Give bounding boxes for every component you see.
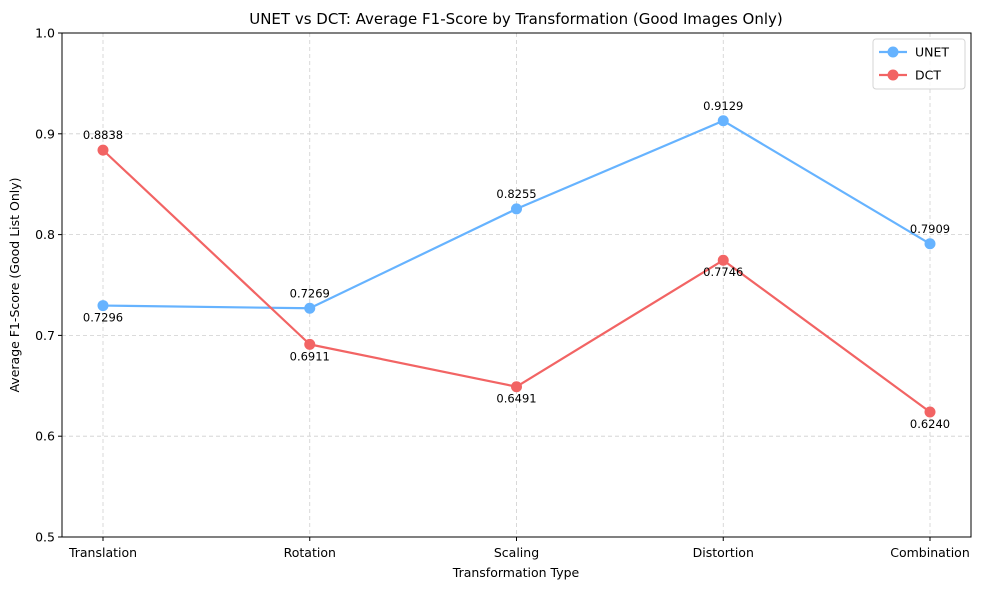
legend-marker-dct [887,69,899,81]
unet-point [717,115,729,127]
y-tick-label: 0.5 [35,530,55,545]
x-axis-label: Transformation Type [452,565,580,580]
y-tick-label: 1.0 [35,26,55,41]
unet-point [97,300,109,312]
unet-point [304,302,316,314]
axes: 0.5 0.6 0.7 0.8 0.9 1.0 Translation Rotation Sca… [35,26,970,561]
unet-data-label: 0.8255 [496,187,536,201]
unet-data-label: 0.7909 [910,222,950,236]
grid [62,32,971,538]
legend-label-dct: DCT [915,68,941,83]
dct-data-label: 0.6911 [290,349,330,363]
legend-label-unet: UNET [915,45,949,60]
unet-data-label: 0.9129 [703,99,743,113]
y-tick-label: 0.8 [35,227,55,242]
dct-point [924,406,936,418]
series-layer [97,115,936,418]
chart-title: UNET vs DCT: Average F1-Score by Transfo… [249,10,783,28]
y-axis-label: Average F1-Score (Good List Only) [7,177,22,392]
legend: UNET DCT [872,38,966,90]
dct-data-label: 0.8838 [83,128,123,142]
unet-data-label: 0.7269 [290,286,330,300]
unet-point [924,238,936,250]
unet-point [511,203,522,215]
data-labels: 0.7296 0.7269 0.8255 0.9129 0.7909 0.8838 0.69… [83,99,950,431]
dct-point [97,144,109,156]
dct-point [511,381,522,393]
dct-data-label: 0.6240 [910,417,950,431]
y-tick-label: 0.6 [35,429,55,444]
unet-data-label: 0.7296 [83,311,123,325]
dct-data-label: 0.6491 [496,392,536,406]
x-tick-label: Rotation [284,545,336,560]
x-tick-label: Combination [890,545,970,560]
x-tick-label: Translation [68,545,137,560]
dct-point [717,254,729,266]
legend-marker-unet [887,46,899,58]
x-tick-label: Distortion [693,545,754,560]
y-tick-label: 0.9 [35,126,55,141]
dct-point [304,338,316,350]
y-tick-label: 0.7 [35,328,55,343]
x-tick-label: Scaling [494,545,539,560]
dct-data-label: 0.7746 [703,265,743,279]
